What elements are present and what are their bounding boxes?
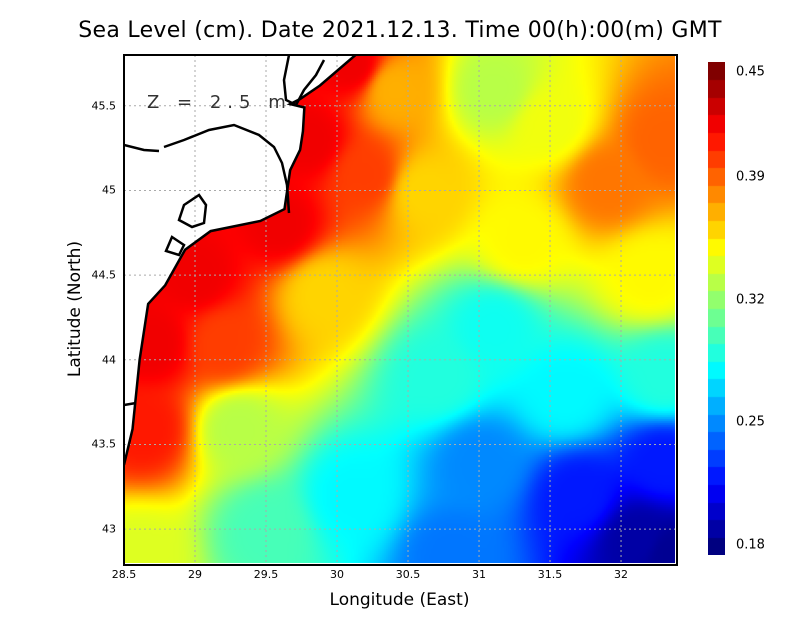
- depth-label: Z = 2.5 m: [147, 92, 292, 113]
- map-plot-area: [124, 55, 675, 563]
- y-tick-label: 44: [102, 353, 116, 367]
- lake-outline: [282, 55, 326, 107]
- map-overlay: [124, 55, 675, 563]
- x-tick-label: 30.5: [395, 568, 421, 581]
- colorbar-tick-label: 0.25: [736, 414, 765, 430]
- lake-outline: [177, 193, 208, 229]
- colorbar: [708, 62, 725, 555]
- y-axis-label: Latitude (North): [65, 240, 85, 378]
- sea-level-field: [124, 55, 675, 563]
- y-tick-label: 45.5: [91, 99, 117, 113]
- x-tick-label: 30: [330, 568, 344, 581]
- colorbar-tick-label: 0.45: [736, 64, 765, 80]
- x-tick-label: 31: [472, 568, 487, 581]
- lake-outline: [164, 235, 186, 257]
- border-line: [124, 143, 160, 153]
- figure-title: Sea Level (cm). Date 2021.12.13. Time 00…: [78, 18, 722, 43]
- colorbar-tick-label: 0.18: [736, 537, 765, 553]
- x-axis-label: Longitude (East): [329, 590, 470, 610]
- x-tick-label: 28.5: [111, 568, 137, 581]
- colorbar-tick-label: 0.32: [736, 292, 765, 308]
- y-tick-label: 43.5: [91, 437, 117, 451]
- y-tick-label: 44.5: [91, 268, 117, 282]
- x-tick-label: 32: [614, 568, 629, 581]
- y-tick-label: 43: [102, 522, 116, 536]
- lake-outline: [163, 123, 291, 214]
- x-tick-label: 29.5: [253, 568, 279, 581]
- coastline: [124, 55, 357, 466]
- y-tick-label: 45: [102, 183, 116, 197]
- border-line: [124, 401, 137, 407]
- x-tick-label: 29: [188, 568, 202, 581]
- x-tick-label: 31.5: [537, 568, 563, 581]
- colorbar-tick-label: 0.39: [736, 169, 765, 185]
